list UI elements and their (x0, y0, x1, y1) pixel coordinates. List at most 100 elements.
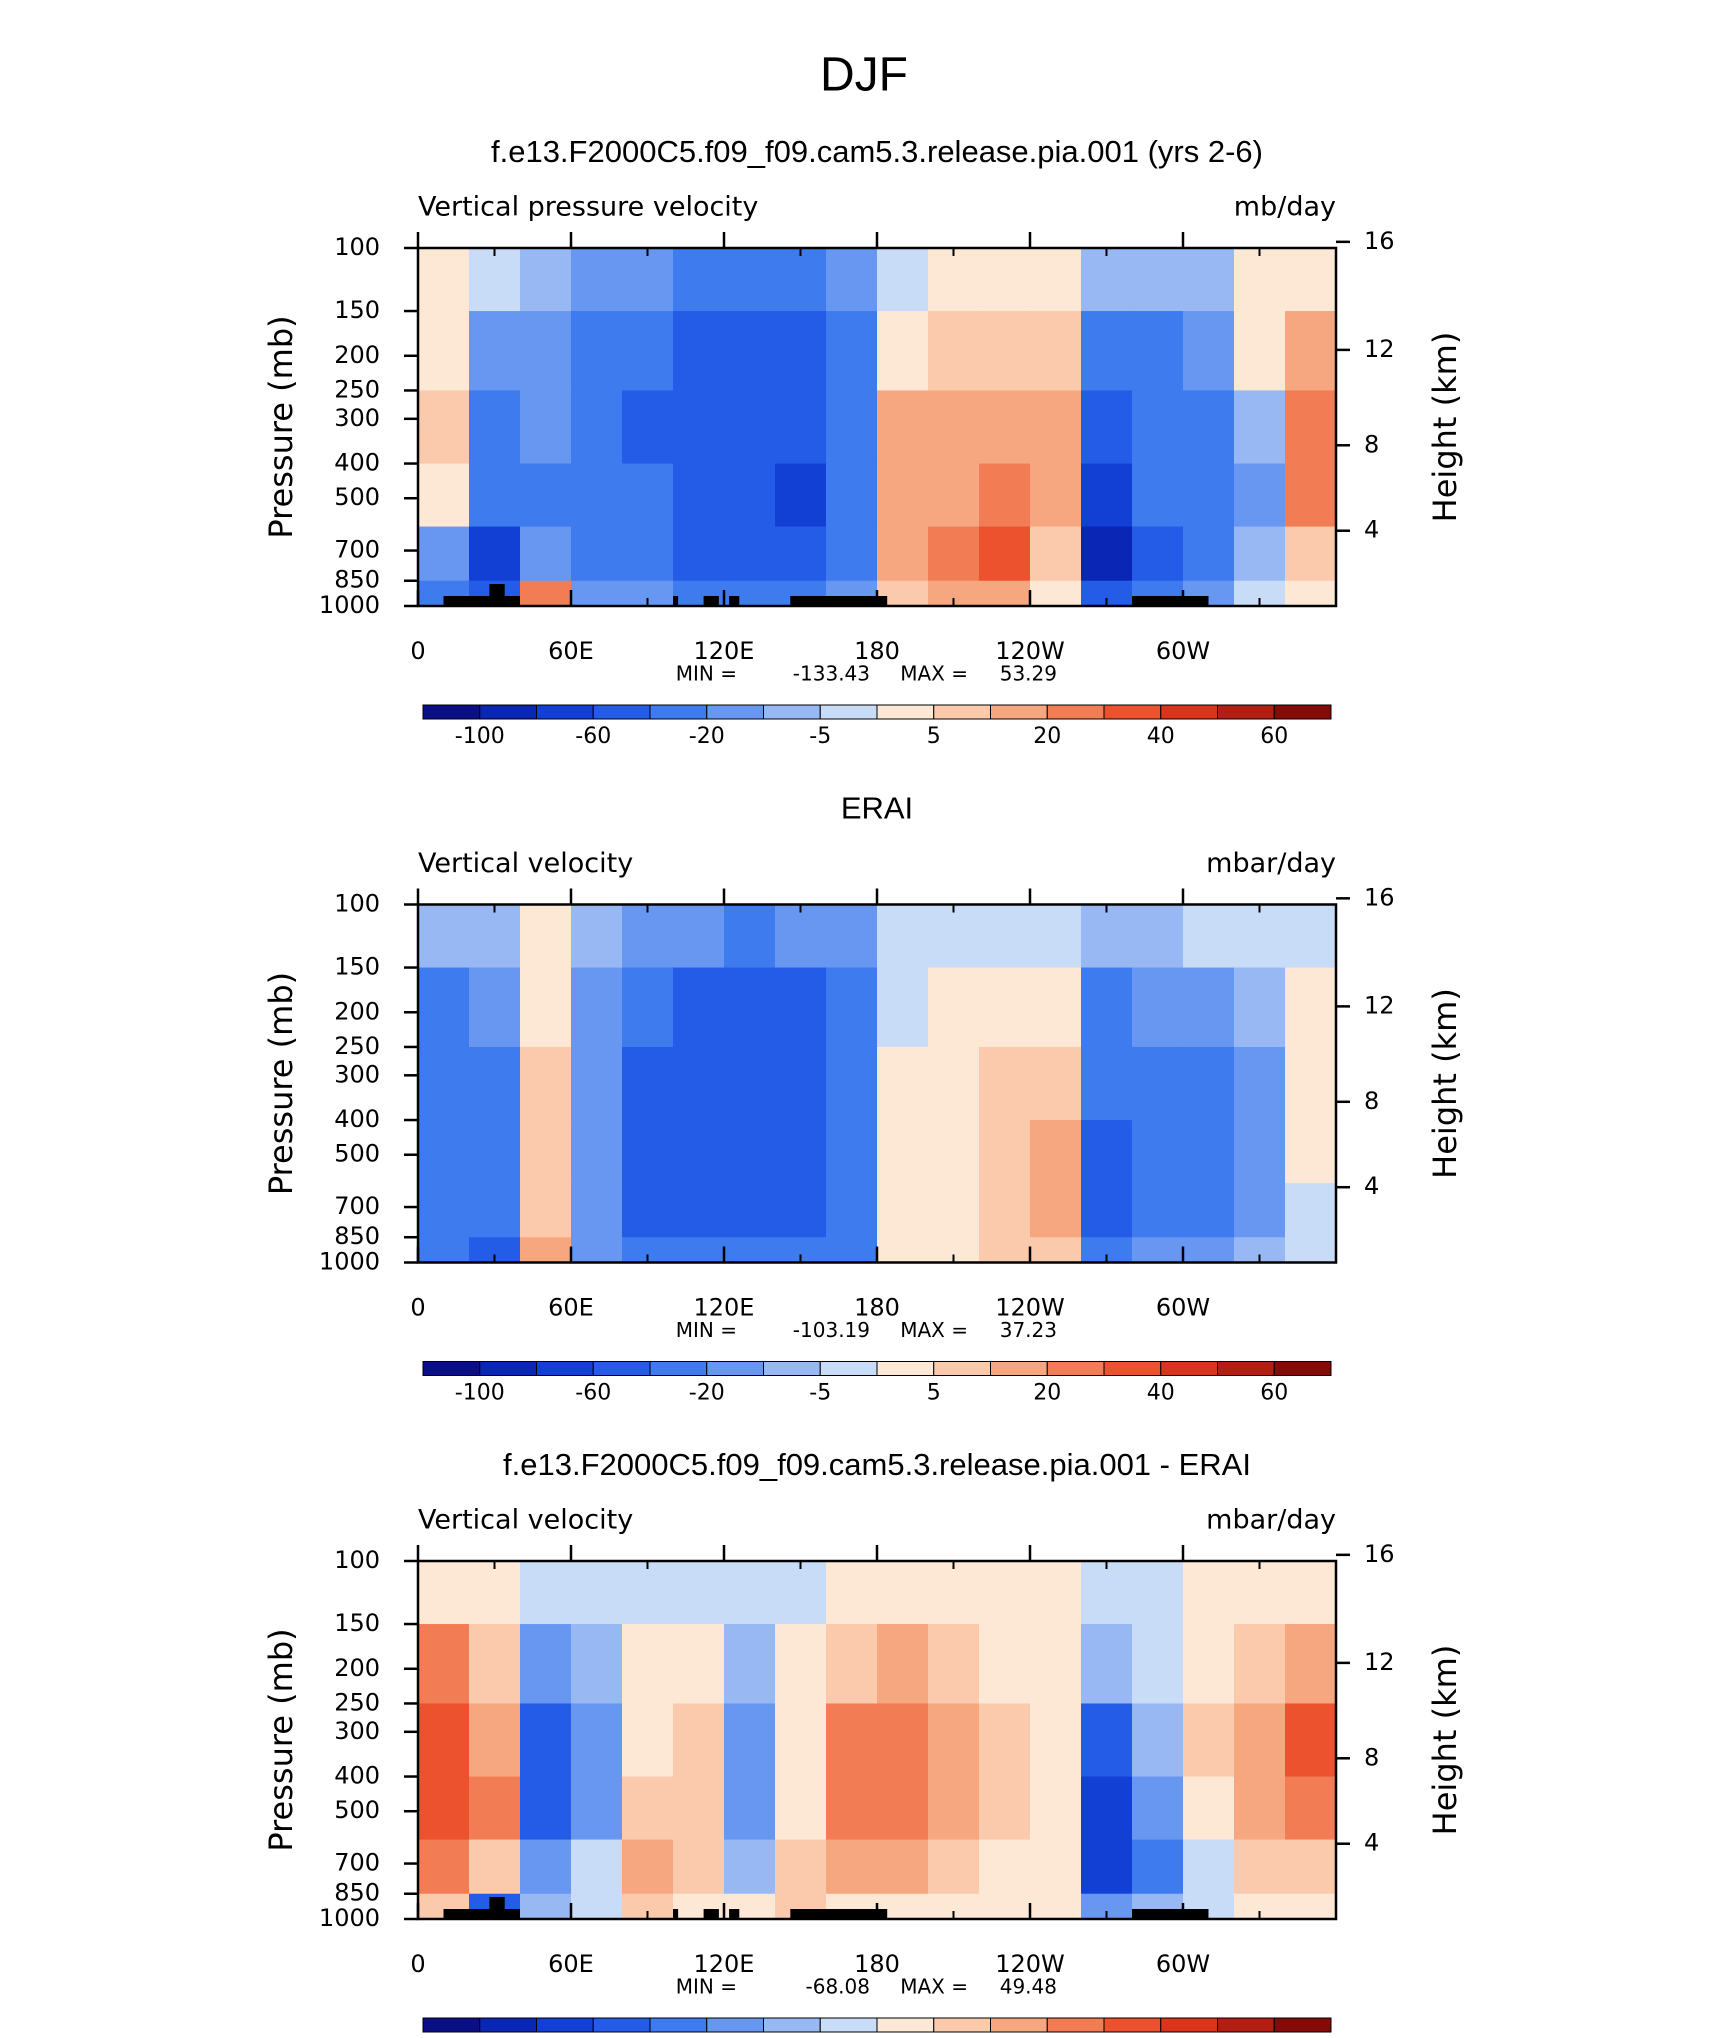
min-label: MIN = (676, 1975, 737, 1999)
field-cell (1234, 1561, 1286, 1625)
field-cell (775, 1839, 827, 1895)
field-cell (724, 311, 776, 391)
field-cell (469, 311, 521, 391)
field-cell (826, 526, 878, 582)
colorbar-label: 60 (1260, 724, 1288, 749)
field-cell (469, 967, 521, 1048)
field-cell (775, 904, 827, 969)
field-cell (1132, 1561, 1184, 1625)
colorbar-label: 5 (927, 1381, 941, 1406)
field-cell (724, 967, 776, 1048)
field-cell (1030, 1624, 1082, 1704)
colorbar-label: 60 (1260, 1381, 1288, 1406)
field-cell (571, 1237, 623, 1263)
field-cell (520, 1046, 572, 1121)
field-cell (1081, 1046, 1133, 1121)
field-cell (571, 1839, 623, 1895)
field-cell (775, 390, 827, 465)
field-cell (724, 526, 776, 582)
field-cell (1183, 1839, 1235, 1895)
field-cell (1183, 1183, 1235, 1238)
field-cell (418, 1561, 470, 1625)
x-tick-label: 0 (410, 1950, 425, 1978)
right-label: mb/day (1234, 192, 1336, 223)
field-cell (877, 904, 929, 969)
colorbar-box (1160, 2017, 1218, 2033)
colorbar-box (990, 2017, 1048, 2033)
field-cell (622, 1046, 674, 1121)
terrain (790, 596, 888, 606)
field-cell (571, 580, 623, 607)
field-cell (1030, 1561, 1082, 1625)
colorbar-box (536, 1361, 594, 1376)
figure-title: DJF (820, 49, 908, 102)
colorbar-box (1103, 1361, 1162, 1376)
colorbar-box (876, 704, 935, 720)
right-label: mbar/day (1206, 848, 1336, 879)
y2-axis-label: Height (km) (1426, 988, 1464, 1179)
field-cell (520, 526, 572, 582)
field-cell (469, 526, 521, 582)
y-axis-label: Pressure (mb) (262, 1628, 300, 1851)
colorbar-label: -100 (455, 1381, 505, 1406)
y-tick-label: 200 (334, 997, 380, 1025)
field-cell (1183, 1046, 1235, 1121)
terrain (703, 1909, 719, 1919)
field-cell (1285, 1120, 1337, 1184)
field-cell (877, 463, 929, 528)
y-tick-label: 400 (334, 449, 380, 477)
left-label: Vertical velocity (418, 848, 633, 879)
field-cell (1234, 463, 1286, 528)
colorbar-box (592, 1361, 651, 1376)
field-cell (1183, 967, 1235, 1048)
field-cell (1183, 463, 1235, 528)
x-tick-label: 120E (694, 1294, 755, 1322)
field-cell (673, 1561, 725, 1625)
field-cell (775, 1046, 827, 1121)
field-cell (979, 967, 1031, 1048)
field-cell (571, 1561, 623, 1625)
field-cell (1081, 967, 1133, 1048)
x-tick-label: 180 (854, 637, 900, 665)
colorbar-box (1103, 2017, 1162, 2033)
colorbar-label: 20 (1033, 1381, 1061, 1406)
min-value: -103.19 (793, 1318, 870, 1342)
colorbar-box (479, 2017, 537, 2033)
field-cell (418, 1839, 470, 1895)
field-cell (418, 904, 470, 969)
field-cell (1183, 904, 1235, 969)
field-cell (1132, 463, 1184, 528)
field-cell (1132, 1183, 1184, 1238)
field-cell (826, 1624, 878, 1704)
field-cell (1285, 904, 1337, 969)
max-value: 49.48 (1000, 1975, 1057, 1999)
colorbar-box (536, 2017, 594, 2033)
max-label: MAX = (900, 1975, 968, 1999)
field-cell (571, 248, 623, 312)
field-cell (877, 1624, 929, 1704)
field-cell (469, 1776, 521, 1841)
colorbar-box (649, 2017, 708, 2033)
field-cell (1183, 390, 1235, 465)
terrain (729, 596, 740, 606)
field-cell (826, 1703, 878, 1778)
colorbar-box (933, 704, 991, 720)
max-value: 37.23 (1000, 1318, 1057, 1342)
y-tick-label: 850 (334, 566, 380, 594)
field-cell (1081, 526, 1133, 582)
y-tick-label: 700 (334, 1192, 380, 1220)
field-cell (1234, 1703, 1286, 1778)
field-cell (1030, 1046, 1082, 1121)
field-cell (826, 1120, 878, 1184)
field-cell (724, 1120, 776, 1184)
max-value: 53.29 (1000, 662, 1057, 686)
x-tick-label: 120W (995, 637, 1065, 665)
field-cell (520, 1776, 572, 1841)
field-cell (1030, 1183, 1082, 1238)
field-cell (1030, 1703, 1082, 1778)
field-cell (928, 390, 980, 465)
field-cell (520, 1624, 572, 1704)
y-tick-label: 850 (334, 1879, 380, 1907)
field-cell (622, 463, 674, 528)
y-axis-label: Pressure (mb) (262, 972, 300, 1195)
